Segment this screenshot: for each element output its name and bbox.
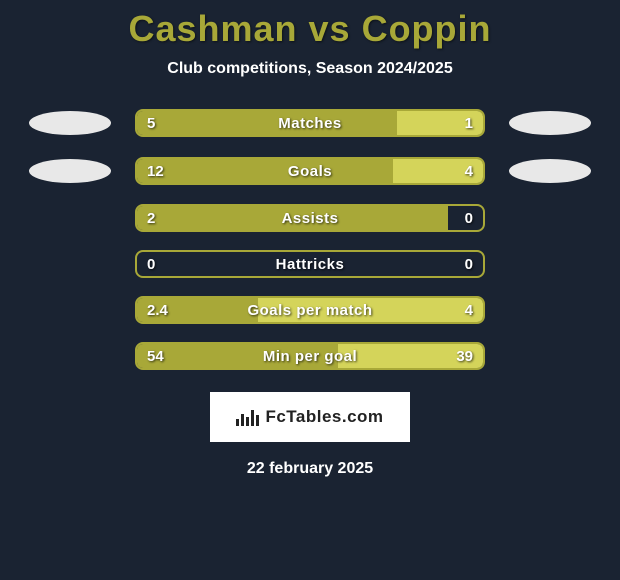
stat-value-right: 1 bbox=[465, 115, 473, 132]
stat-row: Min per goal54 39 bbox=[0, 342, 620, 370]
site-logo: FcTables.com bbox=[210, 392, 410, 442]
page-title: Cashman vs Coppin bbox=[128, 8, 491, 50]
bar-chart-icon bbox=[236, 408, 259, 426]
stat-row: Goals12 4 bbox=[0, 156, 620, 186]
stat-bar: Hattricks0 0 bbox=[135, 250, 485, 278]
stat-value-left: 2 bbox=[147, 210, 155, 227]
stat-row: Assists2 0 bbox=[0, 204, 620, 232]
team-badge-right bbox=[505, 156, 595, 186]
site-logo-text: FcTables.com bbox=[265, 407, 383, 427]
stat-bar: Min per goal54 39 bbox=[135, 342, 485, 370]
oval-icon bbox=[29, 159, 111, 183]
subtitle: Club competitions, Season 2024/2025 bbox=[167, 60, 452, 78]
footer-date: 22 february 2025 bbox=[247, 460, 373, 478]
stat-bar: Goals per match2.4 4 bbox=[135, 296, 485, 324]
stat-value-right: 39 bbox=[456, 348, 473, 365]
stat-value-left: 2.4 bbox=[147, 302, 168, 319]
oval-icon bbox=[509, 159, 591, 183]
oval-icon bbox=[509, 111, 591, 135]
stat-value-right: 4 bbox=[465, 163, 473, 180]
stat-label: Goals per match bbox=[137, 302, 483, 319]
team-badge-left bbox=[25, 156, 115, 186]
comparison-card: Cashman vs Coppin Club competitions, Sea… bbox=[0, 0, 620, 580]
stat-value-left: 12 bbox=[147, 163, 164, 180]
stat-label: Assists bbox=[137, 210, 483, 227]
team-badge-left bbox=[25, 108, 115, 138]
stat-value-right: 0 bbox=[465, 210, 473, 227]
stat-bar: Matches5 1 bbox=[135, 109, 485, 137]
stat-row: Goals per match2.4 4 bbox=[0, 296, 620, 324]
team-badge-right bbox=[505, 108, 595, 138]
stats-rows: Matches51Goals124Assists20Hattricks00Goa… bbox=[0, 108, 620, 370]
stat-row: Hattricks0 0 bbox=[0, 250, 620, 278]
stat-bar: Assists2 0 bbox=[135, 204, 485, 232]
stat-row: Matches5 1 bbox=[0, 108, 620, 138]
stat-value-left: 0 bbox=[147, 256, 155, 273]
stat-label: Min per goal bbox=[137, 348, 483, 365]
stat-label: Hattricks bbox=[137, 256, 483, 273]
stat-value-left: 54 bbox=[147, 348, 164, 365]
oval-icon bbox=[29, 111, 111, 135]
stat-label: Matches bbox=[137, 115, 483, 132]
stat-value-left: 5 bbox=[147, 115, 155, 132]
stat-bar: Goals12 4 bbox=[135, 157, 485, 185]
stat-value-right: 4 bbox=[465, 302, 473, 319]
stat-value-right: 0 bbox=[465, 256, 473, 273]
stat-label: Goals bbox=[137, 163, 483, 180]
